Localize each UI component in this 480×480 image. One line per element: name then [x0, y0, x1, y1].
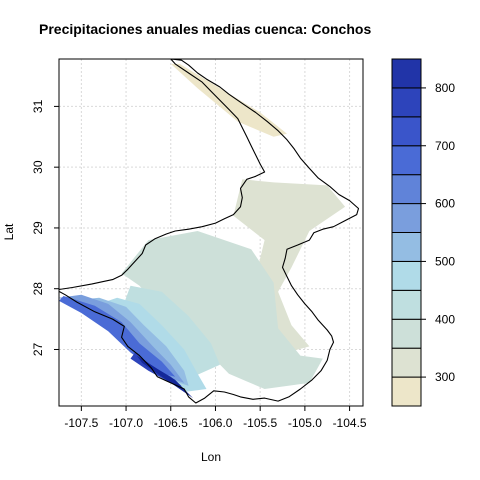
x-tick-label: -105.0: [288, 416, 322, 430]
y-axis-ticks: 27 28 29 30 31: [31, 99, 59, 356]
colorbar-segment: [392, 319, 421, 348]
colorbar-segment: [392, 146, 421, 175]
colorbar-segment: [392, 233, 421, 262]
x-axis-ticks: -107.5 -107.0 -106.5 -106.0 -105.5 -105.0 -104…: [64, 406, 367, 430]
colorbar-segment: [392, 204, 421, 233]
colorbar-segment: [392, 175, 421, 204]
colorbar-segment: [392, 377, 421, 406]
colorbar-segment: [392, 290, 421, 319]
colorbar-segment: [392, 261, 421, 290]
colorbar: 300 400 500 600 700 800: [392, 59, 455, 406]
colorbar-tick-label: 800: [435, 81, 455, 95]
y-tick-label: 28: [31, 282, 45, 296]
y-tick-label: 29: [31, 221, 45, 235]
y-tick-label: 31: [31, 99, 45, 113]
y-tick-label: 27: [31, 342, 45, 356]
x-tick-label: -106.0: [198, 416, 232, 430]
colorbar-tick-label: 400: [435, 312, 455, 326]
colorbar-tick-label: 500: [435, 254, 455, 268]
colorbar-tick-label: 600: [435, 197, 455, 211]
colorbar-segment: [392, 88, 421, 117]
precip-zone: [171, 64, 287, 137]
x-tick-label: -107.5: [64, 416, 98, 430]
precipitation-zones: [59, 64, 345, 398]
y-tick-label: 30: [31, 160, 45, 174]
colorbar-segment: [392, 59, 421, 88]
y-axis-label: Lat: [2, 223, 16, 240]
x-tick-label: -105.5: [243, 416, 277, 430]
x-tick-label: -107.0: [109, 416, 143, 430]
x-axis-label: Lon: [201, 450, 221, 464]
colorbar-segment: [392, 117, 421, 146]
x-tick-label: -106.5: [154, 416, 188, 430]
colorbar-tick-label: 700: [435, 139, 455, 153]
colorbar-tick-label: 300: [435, 370, 455, 384]
colorbar-segment: [392, 348, 421, 377]
x-tick-label: -104.5: [333, 416, 367, 430]
